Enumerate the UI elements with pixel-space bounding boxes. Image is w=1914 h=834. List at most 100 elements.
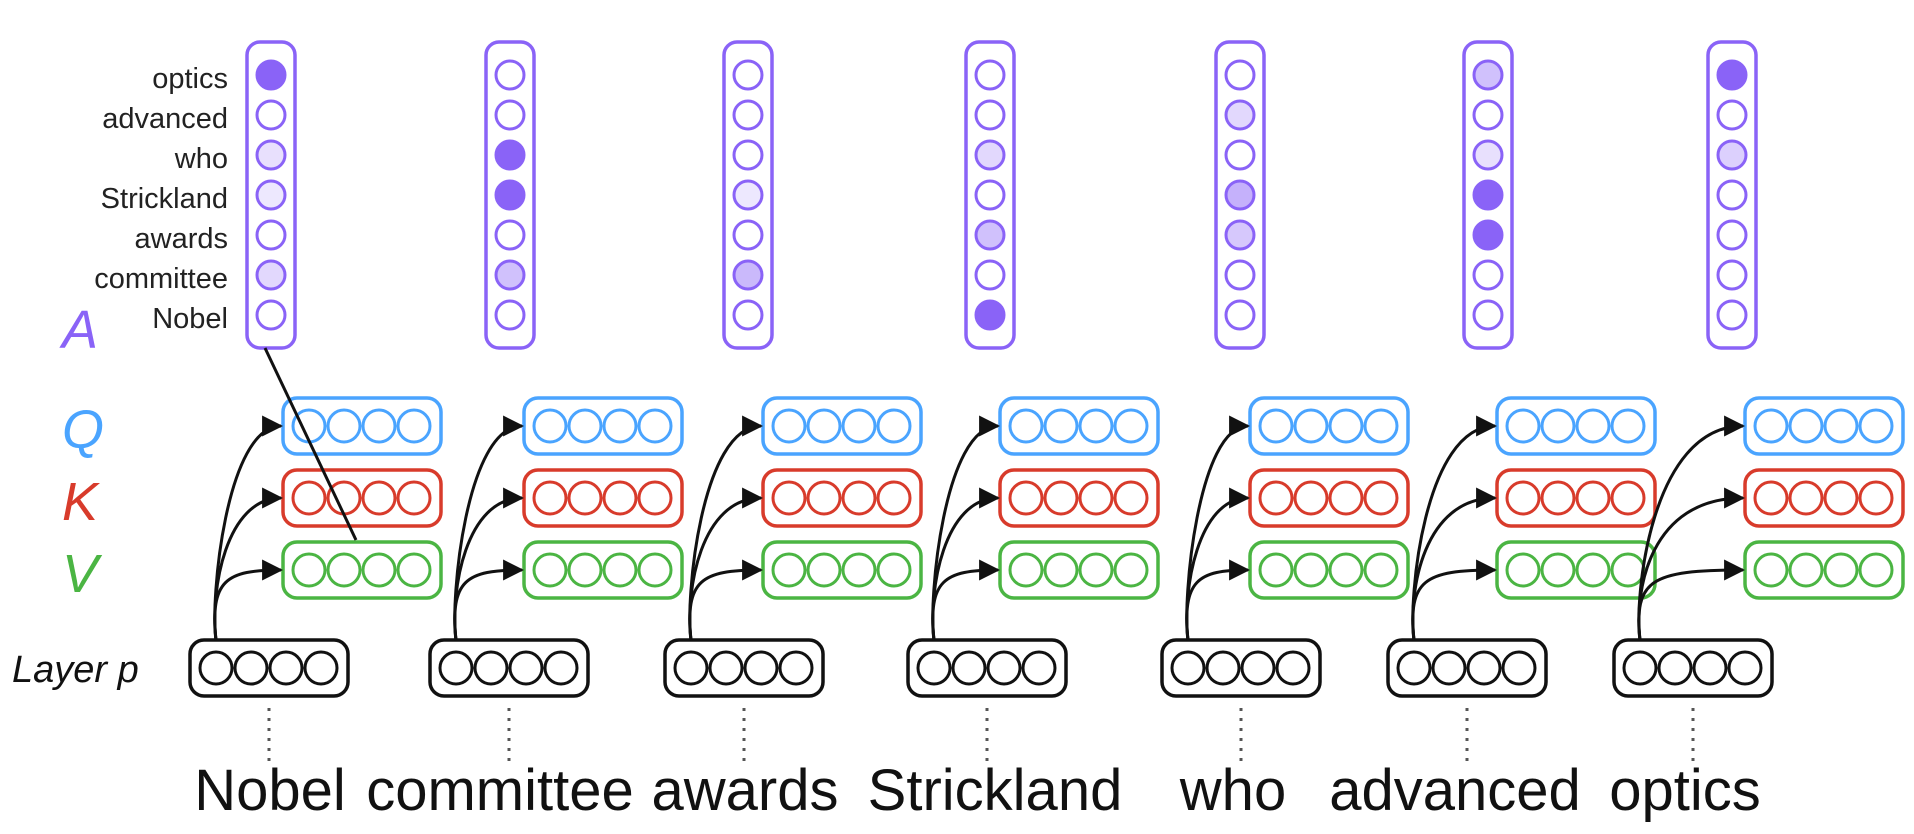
- layer-vector-unit: [198, 650, 234, 686]
- value-vector-unit: [1293, 552, 1329, 588]
- layer-vector-unit: [951, 650, 987, 686]
- query-vector-unit: [1753, 408, 1789, 444]
- attention-weight-dot: [494, 299, 526, 331]
- layer-vector: [1160, 638, 1322, 698]
- layer-vector-unit: [1021, 650, 1057, 686]
- attention-label-committee: committee: [94, 263, 228, 295]
- attention-weight-dot: [1224, 179, 1256, 211]
- attention-weight-dot: [974, 99, 1006, 131]
- attention-vector-frame: [964, 40, 1016, 350]
- query-vector: [1495, 396, 1657, 456]
- attention-vector-frame: [1462, 40, 1514, 350]
- query-vector-unit: [1610, 408, 1646, 444]
- value-vector-unit: [841, 552, 877, 588]
- layer-vector-unit: [1727, 650, 1763, 686]
- attention-matrix-label: A: [59, 300, 98, 360]
- key-vector: [998, 468, 1160, 528]
- key-vector: [1495, 468, 1657, 528]
- attention-weight-dot: [1716, 219, 1748, 251]
- key-vector-unit: [1788, 480, 1824, 516]
- value-vector: [281, 540, 443, 600]
- attention-weight-dot: [1716, 259, 1748, 291]
- input-words: Nobel committee awards Strickland who ad…: [194, 758, 1761, 823]
- attention-weight-dot: [732, 259, 764, 291]
- attention-vector: [1706, 40, 1758, 350]
- attention-vector-frame: [245, 40, 297, 350]
- value-vector-unit: [1008, 552, 1044, 588]
- attention-weight-dot: [255, 219, 287, 251]
- key-vector-unit: [876, 480, 912, 516]
- key-vector-unit: [1540, 480, 1576, 516]
- query-vector-unit: [1575, 408, 1611, 444]
- projection-arrow: [1637, 559, 1746, 641]
- query-vector: [522, 396, 684, 456]
- value-vector-unit: [361, 552, 397, 588]
- key-vector-unit: [771, 480, 807, 516]
- attention-label-advanced: advanced: [102, 103, 228, 135]
- query-vector-unit: [532, 408, 568, 444]
- query-vector: [761, 396, 923, 456]
- attention-weight-dot: [255, 179, 287, 211]
- query-vector: [1248, 396, 1410, 456]
- layer-vector-unit: [916, 650, 952, 686]
- token-column: [428, 40, 684, 762]
- key-vector-unit: [1078, 480, 1114, 516]
- value-vector: [522, 540, 684, 600]
- value-vector-unit: [637, 552, 673, 588]
- layer-vector-unit: [303, 650, 339, 686]
- layer-vector-unit: [1205, 650, 1241, 686]
- value-vector: [761, 540, 923, 600]
- key-vector-unit: [567, 480, 603, 516]
- key-vector-unit: [326, 480, 362, 516]
- value-vector-unit: [876, 552, 912, 588]
- attention-weight-dot: [732, 139, 764, 171]
- value-vector-unit: [1113, 552, 1149, 588]
- key-vector-unit: [361, 480, 397, 516]
- projection-arrow: [213, 559, 284, 641]
- value-vector-unit: [1788, 552, 1824, 588]
- layer-vector-unit: [1692, 650, 1728, 686]
- attention-vector: [964, 40, 1016, 350]
- key-vector-unit: [396, 480, 432, 516]
- attention-weight-dot: [1224, 99, 1256, 131]
- value-vector: [1743, 540, 1905, 600]
- query-vector-unit: [326, 408, 362, 444]
- attention-weight-dot: [1224, 59, 1256, 91]
- attention-weight-dot: [494, 139, 526, 171]
- layer-vector-frame: [1386, 638, 1548, 698]
- query-vector-unit: [1788, 408, 1824, 444]
- layer-vector: [428, 638, 590, 698]
- value-vector-unit: [1043, 552, 1079, 588]
- layer-vector-frame: [428, 638, 590, 698]
- layer-vector-unit: [1275, 650, 1311, 686]
- layer-vector-unit: [743, 650, 779, 686]
- projection-arrow: [213, 415, 284, 641]
- layer-vector-unit: [986, 650, 1022, 686]
- layer-vector-frame: [663, 638, 825, 698]
- layer-vector-frame: [1612, 638, 1774, 698]
- query-vector-unit: [1293, 408, 1329, 444]
- layer-vector-unit: [1431, 650, 1467, 686]
- attention-weight-dot: [1472, 299, 1504, 331]
- token-column: [906, 40, 1160, 762]
- key-vector-unit: [637, 480, 673, 516]
- attention-weight-dot: [1716, 139, 1748, 171]
- query-vector-unit: [1363, 408, 1399, 444]
- query-vector: [998, 396, 1160, 456]
- projection-arrow: [453, 415, 525, 641]
- attention-weight-dot: [1224, 139, 1256, 171]
- attention-weight-dot: [1472, 139, 1504, 171]
- key-vector-unit: [532, 480, 568, 516]
- token-column: [188, 40, 443, 762]
- layer-vector-frame: [906, 638, 1068, 698]
- attention-vector: [245, 40, 297, 350]
- query-vector-unit: [1823, 408, 1859, 444]
- layer-vector-unit: [1501, 650, 1537, 686]
- query-vector-unit: [1328, 408, 1364, 444]
- query-vector-unit: [841, 408, 877, 444]
- value-label: V: [62, 544, 103, 604]
- projection-arrow: [1185, 559, 1251, 641]
- value-vector-unit: [1610, 552, 1646, 588]
- value-vector-unit: [1753, 552, 1789, 588]
